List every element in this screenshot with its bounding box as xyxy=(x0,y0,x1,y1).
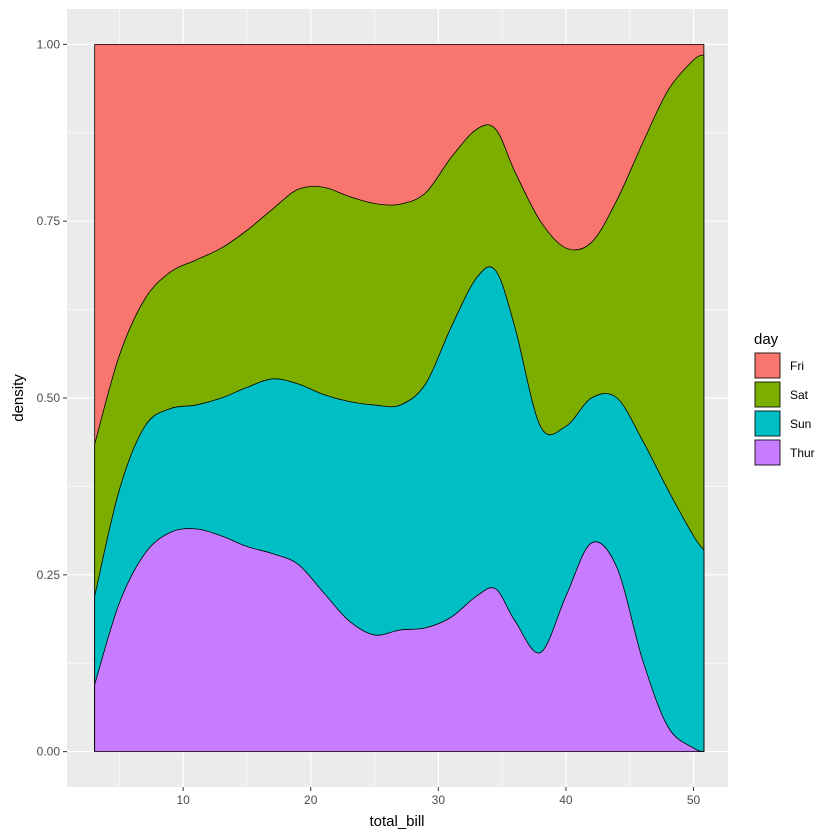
legend-swatch-thur xyxy=(754,439,781,466)
y-tick-label: 0.50 xyxy=(37,391,61,405)
y-tick-label: 0.25 xyxy=(37,568,61,582)
legend: day Fri Sat Sun Thur xyxy=(754,331,815,466)
legend-label-sat: Sat xyxy=(790,388,809,402)
legend-title: day xyxy=(754,331,779,348)
x-tick-label: 40 xyxy=(559,793,573,807)
x-tick-label: 50 xyxy=(687,793,701,807)
y-axis: 0.00 0.25 0.50 0.75 1.00 xyxy=(37,37,67,759)
x-tick-label: 30 xyxy=(432,793,446,807)
density-areas xyxy=(94,43,705,753)
legend-swatch-sat xyxy=(754,381,781,408)
y-tick-label: 0.75 xyxy=(37,214,61,228)
x-axis: 10 20 30 40 50 xyxy=(176,787,701,807)
legend-swatch-sun xyxy=(754,410,781,437)
x-axis-title: total_bill xyxy=(369,813,424,830)
y-tick-label: 1.00 xyxy=(37,37,61,51)
x-tick-label: 10 xyxy=(176,793,190,807)
legend-label-fri: Fri xyxy=(790,359,804,373)
area-thur xyxy=(94,528,705,753)
x-tick-label: 20 xyxy=(304,793,318,807)
y-tick-label: 0.00 xyxy=(37,745,61,759)
legend-label-sun: Sun xyxy=(790,417,811,431)
legend-swatch-fri xyxy=(754,352,781,379)
y-axis-title: density xyxy=(10,374,27,422)
legend-label-thur: Thur xyxy=(790,446,815,460)
